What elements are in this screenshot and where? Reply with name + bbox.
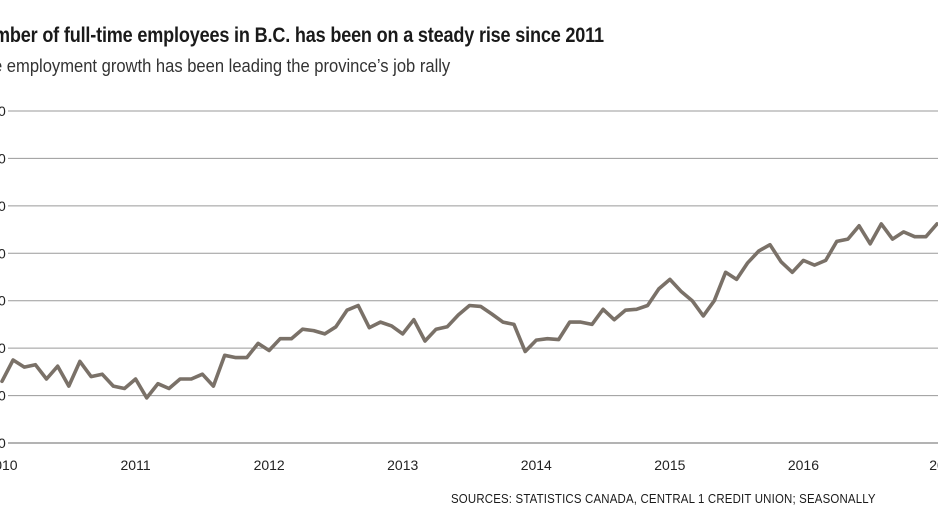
series-line [0,222,938,400]
gridlines [8,110,938,444]
x-tick-label: 2015 [654,457,685,473]
y-tick-label: 0 [0,103,6,119]
y-tick-label: 0 [0,245,6,261]
x-tick-label: 2011 [121,457,151,473]
y-axis-tick-labels: 0 0 0 0 0 0 0 0 [0,103,6,451]
y-tick-label: 0 [0,435,6,451]
source-note: SOURCES: STATISTICS CANADA, CENTRAL 1 CR… [451,491,876,506]
y-tick-label: 0 [0,388,6,404]
x-tick-label: 2013 [387,457,418,473]
y-tick-label: 0 [0,340,6,356]
x-tick-label: 2016 [788,457,819,473]
x-tick-label: 2012 [254,457,285,473]
y-tick-label: 0 [0,293,6,309]
x-axis-tick-labels: 2010 2011 2012 2013 2014 2015 2016 20 [0,457,938,473]
x-tick-label: 2010 [0,457,18,473]
chart-title: mber of full-time employees in B.C. has … [0,24,604,47]
y-tick-label: 0 [0,198,6,214]
x-tick-label: 20 [929,457,938,473]
chart-subtitle: e employment growth has been leading the… [0,56,451,76]
y-tick-label: 0 [0,150,6,166]
x-tick-label: 2014 [521,457,552,473]
